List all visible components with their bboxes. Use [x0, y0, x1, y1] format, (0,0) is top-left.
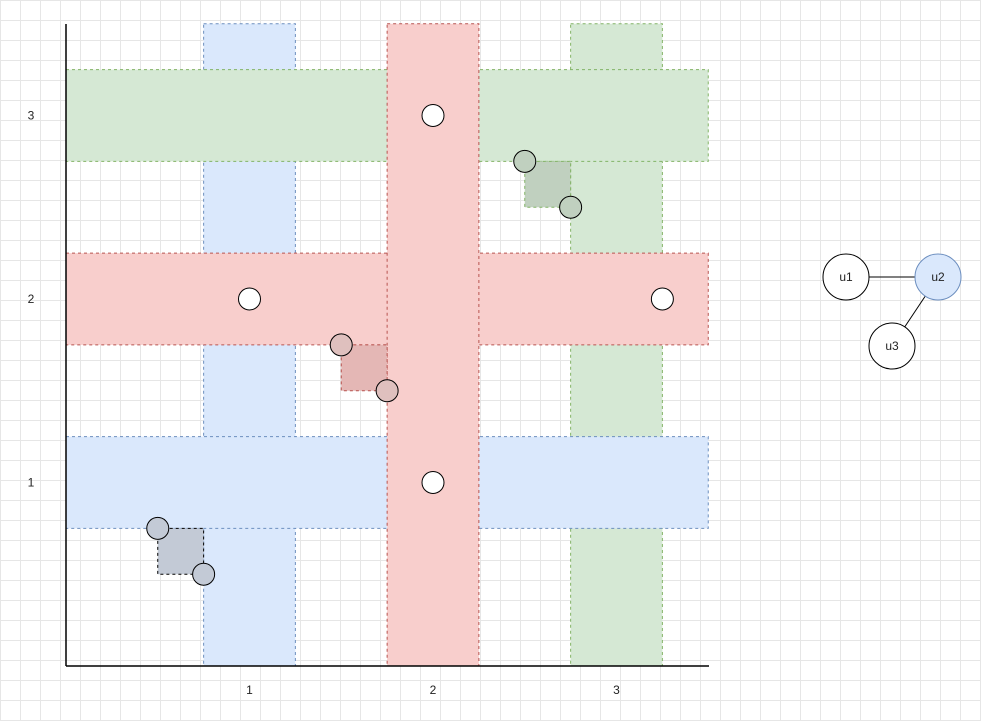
edge-u2-u3 [904, 295, 926, 328]
x-tick-label: 3 [613, 683, 620, 697]
point-2-3 [421, 104, 445, 127]
point-0.75-0.5 [192, 562, 216, 586]
point-3.25-2 [650, 287, 674, 311]
node-label-u3: u3 [885, 339, 899, 353]
y-tick-label: 2 [28, 292, 35, 306]
point-1.5-1.75 [329, 333, 353, 357]
node-u2 [914, 253, 962, 301]
axes [65, 24, 709, 667]
point-2.75-2.5 [559, 195, 583, 219]
node-label-u1: u1 [839, 270, 853, 284]
red-vertical-band [386, 23, 480, 667]
node-label-u2: u2 [931, 270, 945, 284]
node-u1 [822, 253, 870, 301]
node-graph: u1 u2 u3 [822, 253, 962, 370]
bands-layer [65, 23, 709, 667]
point-2-1 [421, 471, 445, 494]
point-2.5-2.75 [513, 149, 537, 173]
x-tick-label: 1 [246, 683, 253, 697]
x-tick-label: 2 [430, 683, 437, 697]
y-tick-label: 1 [28, 476, 35, 490]
points-layer [146, 104, 674, 586]
point-0.5-0.75 [146, 516, 170, 540]
node-u3 [868, 322, 916, 370]
y-tick-label: 3 [28, 109, 35, 123]
tick-labels: 1 2 3 1 2 3 [28, 109, 621, 698]
point-1.75-1.5 [375, 379, 399, 403]
point-1-2 [238, 287, 261, 311]
